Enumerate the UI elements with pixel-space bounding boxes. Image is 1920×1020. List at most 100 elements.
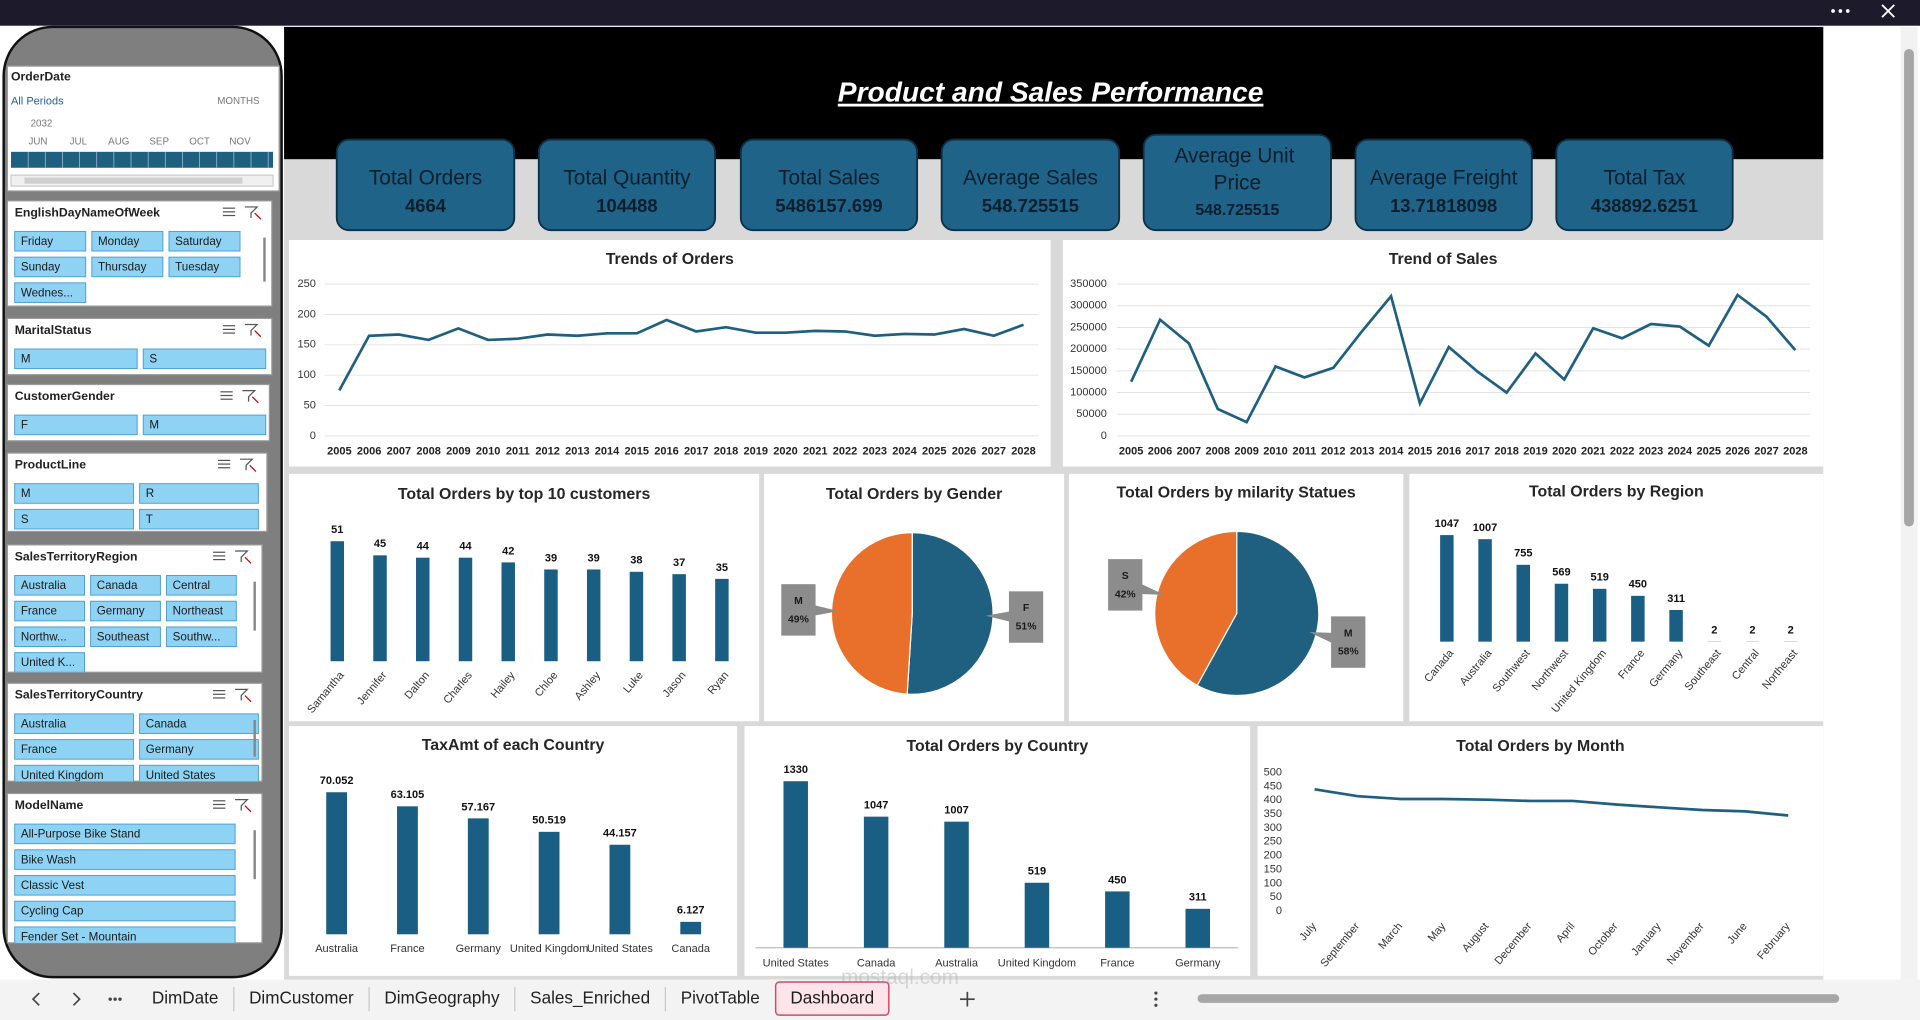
slicer-item[interactable]: [14, 823, 236, 845]
slicer-item[interactable]: [14, 652, 85, 673]
x-tick-label: 2019: [744, 446, 769, 458]
slicer-item[interactable]: [139, 483, 259, 504]
multi-select-icon[interactable]: [220, 391, 233, 400]
tab-label: DimCustomer: [249, 988, 354, 1008]
slicer-scrollbar: [263, 237, 266, 282]
x-tick-label: 2018: [714, 446, 739, 458]
sheet-tab[interactable]: Sales_Enriched: [515, 982, 667, 1015]
sheet-tab[interactable]: Dashboard: [774, 981, 890, 1016]
slicer-item[interactable]: [90, 626, 161, 648]
slicer-item[interactable]: [142, 414, 267, 436]
multi-select-icon[interactable]: [213, 551, 226, 561]
sheet-tab[interactable]: DimCustomer: [234, 982, 370, 1015]
y-tick-label: 100000: [1070, 386, 1107, 398]
slicer-item[interactable]: [14, 713, 134, 734]
add-sheet[interactable]: [960, 991, 975, 1007]
slicer-item[interactable]: [168, 256, 241, 278]
icon-funnel: [244, 323, 259, 336]
slicer-item-label: United K...: [21, 656, 75, 669]
y-tick-label: 50: [304, 399, 316, 411]
x-tick-label: 2023: [1639, 446, 1664, 458]
slicer-item[interactable]: [91, 230, 164, 252]
timeline-slicer: [6, 65, 280, 192]
v-scroll-thumb[interactable]: [1904, 48, 1914, 527]
slicer-item[interactable]: [91, 256, 164, 278]
chart-title: Total Orders by Country: [906, 738, 1088, 755]
sheet-tab[interactable]: DimDate: [137, 982, 235, 1015]
clear-filter-icon[interactable]: [244, 206, 262, 220]
close-button[interactable]: [1881, 4, 1895, 18]
slicer-item[interactable]: [14, 483, 134, 504]
slicer-item[interactable]: [14, 926, 236, 947]
slicer-title: MaritalStatus: [15, 323, 92, 337]
slicer-items: M R S T: [14, 483, 259, 530]
more-button[interactable]: [1831, 9, 1850, 13]
data-label: 519: [1028, 866, 1046, 878]
slicer-item-label: M: [21, 352, 31, 365]
chart-panel: [1257, 726, 1824, 976]
y-tick-label: 150: [1264, 863, 1282, 875]
tab-options[interactable]: [1154, 991, 1158, 1007]
clear-filter-icon[interactable]: [242, 390, 259, 404]
slicer: SalesTerritoryRegion Australia Canada Centr…: [6, 544, 263, 673]
clear-filter-icon[interactable]: [244, 323, 262, 338]
slicer-item[interactable]: [139, 508, 259, 530]
icon-x: [251, 396, 259, 404]
callout-name: M: [794, 596, 803, 607]
y-tick-label: 250000: [1070, 321, 1107, 333]
slicer-item[interactable]: [14, 900, 236, 922]
slicer-item[interactable]: [139, 739, 259, 760]
slicer-items: Friday Monday Saturday Sunday Thursday Tuesda…: [14, 230, 241, 303]
x-tick-label: France: [1100, 958, 1134, 970]
y-tick-label: 300000: [1070, 300, 1107, 312]
slicer-item[interactable]: [139, 713, 259, 734]
kpi-value: 13.71818098: [1390, 195, 1497, 216]
icon-x: [244, 695, 252, 703]
clear-filter-icon[interactable]: [235, 688, 252, 703]
slicer-item-label: France: [21, 605, 57, 618]
callout-name: S: [1122, 571, 1129, 582]
slicer-item[interactable]: [14, 348, 138, 370]
slicer-item[interactable]: [90, 575, 161, 596]
h-scroll-thumb[interactable]: [1197, 994, 1840, 1003]
tab-more[interactable]: [108, 997, 122, 1001]
multi-select-icon[interactable]: [222, 325, 236, 334]
slicer-item[interactable]: [14, 626, 85, 648]
multi-select-icon[interactable]: [213, 690, 226, 699]
slicer-item[interactable]: [166, 626, 237, 648]
multi-select-icon[interactable]: [222, 207, 236, 217]
tab-next[interactable]: [72, 992, 81, 1006]
clear-filter-icon[interactable]: [240, 458, 257, 472]
sheet-tab[interactable]: DimGeography: [370, 982, 516, 1015]
slicer-item[interactable]: [14, 849, 236, 870]
slicer-item[interactable]: [14, 256, 87, 278]
bar: [672, 574, 686, 662]
slicer-item[interactable]: [14, 764, 134, 785]
timeline-month: OCT: [189, 137, 210, 148]
slicer-item[interactable]: [14, 739, 134, 760]
slicer-item[interactable]: [14, 282, 87, 303]
slicer-item[interactable]: [139, 764, 259, 785]
clear-filter-icon[interactable]: [235, 798, 252, 813]
clear-filter-icon[interactable]: [235, 550, 252, 564]
data-label: 519: [1590, 572, 1608, 584]
slicer-item-label: M: [21, 487, 31, 500]
slicer-item[interactable]: [14, 414, 138, 436]
slicer-item[interactable]: [90, 600, 161, 622]
slicer-item[interactable]: [14, 508, 134, 530]
multi-select-icon[interactable]: [217, 459, 231, 469]
slicer-item[interactable]: [14, 600, 85, 622]
slicer-item[interactable]: [168, 230, 241, 252]
x-tick-label: Canada: [857, 958, 896, 970]
slicer-item[interactable]: [166, 600, 237, 622]
y-tick-label: 0: [1276, 905, 1282, 917]
slicer-item[interactable]: [14, 875, 236, 896]
x-tick-label: 2017: [684, 446, 709, 458]
tab-prev[interactable]: [31, 992, 40, 1006]
sheet-tab[interactable]: PivotTable: [666, 982, 774, 1015]
slicer-item[interactable]: [142, 348, 267, 370]
slicer-item[interactable]: [14, 575, 85, 596]
slicer-item[interactable]: [14, 230, 87, 252]
slicer-item[interactable]: [166, 575, 237, 596]
multi-select-icon[interactable]: [213, 800, 226, 809]
